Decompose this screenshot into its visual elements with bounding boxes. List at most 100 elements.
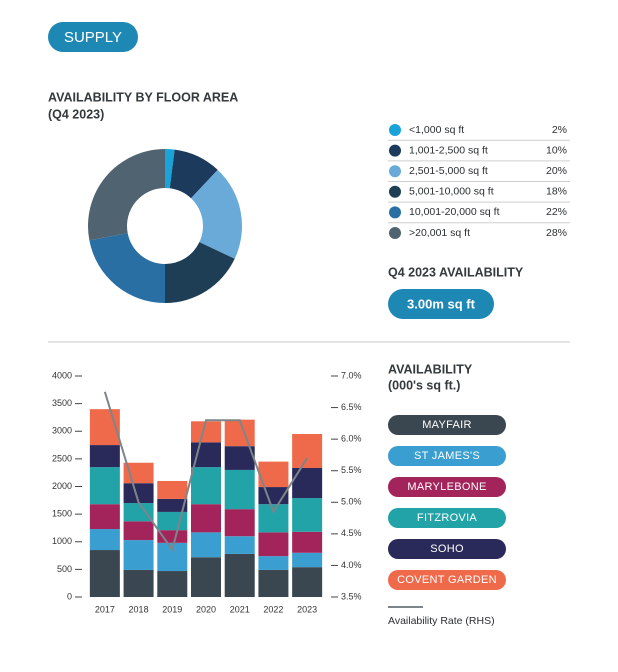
bar-segment: [89, 529, 120, 551]
legend-value: 18%: [546, 186, 567, 198]
legend-swatch: [389, 206, 401, 219]
y-tick-label: 2000: [52, 481, 72, 491]
chart-title: AVAILABILITY BY FLOOR AREA: [48, 90, 238, 104]
x-tick-label: 2023: [297, 604, 317, 614]
donut-slice: [89, 233, 165, 303]
y-tick-label: 0: [67, 591, 72, 601]
bar-segment: [191, 557, 221, 597]
bar-segment: [292, 531, 323, 553]
summary-value: 3.00m sq ft: [407, 296, 476, 311]
bar-segment: [89, 504, 120, 530]
y-tick-label: 3500: [52, 398, 72, 408]
bar-segment: [89, 467, 120, 505]
bar-segment: [191, 421, 221, 443]
legend-value: 2%: [552, 124, 567, 136]
legend-pill: [388, 508, 506, 528]
legend-label: >20,001 sq ft: [409, 227, 470, 239]
chart-subtitle: (000's sq ft.): [388, 378, 460, 392]
x-tick-label: 2017: [95, 604, 115, 614]
badge: [48, 22, 138, 52]
bar-segment: [89, 550, 120, 597]
y-tick-label: 1000: [52, 536, 72, 546]
donut-slice: [191, 169, 242, 259]
donut-slice: [165, 149, 175, 189]
donut-slice: [88, 149, 165, 241]
bar-segment: [292, 498, 323, 532]
y2-tick-label: 5.5%: [341, 465, 362, 475]
bar-segment: [191, 467, 221, 505]
y2-tick-label: 6.5%: [341, 402, 362, 412]
y2-tick-label: 6.0%: [341, 434, 362, 444]
y-tick-label: 500: [57, 564, 72, 574]
legend-value: 22%: [546, 206, 567, 218]
legend-value: 20%: [546, 165, 567, 177]
legend-label: <1,000 sq ft: [409, 124, 464, 136]
bar-segment: [258, 569, 289, 597]
bar-segment: [123, 521, 154, 541]
bar-segment: [258, 556, 289, 570]
legend-label: 10,001-20,000 sq ft: [409, 206, 500, 218]
bar-segment: [224, 446, 255, 470]
chart-title: AVAILABILITY: [388, 362, 473, 376]
legend-label: 5,001-10,000 sq ft: [409, 186, 494, 198]
legend-label: SOHO: [430, 543, 464, 555]
legend-pill: [388, 539, 506, 559]
bar-segment: [224, 419, 255, 447]
y2-tick-label: 4.0%: [341, 560, 362, 570]
y-tick-label: 3000: [52, 426, 72, 436]
y-tick-label: 4000: [52, 370, 72, 380]
legend-label: MARYLEBONE: [407, 481, 486, 493]
legend-label: COVENT GARDEN: [397, 574, 497, 586]
legend-label: 1,001-2,500 sq ft: [409, 144, 488, 156]
legend-swatch: [389, 144, 401, 157]
rate-line: [103, 391, 308, 552]
bar-segment: [224, 536, 255, 554]
badge-text: SUPPLY: [64, 29, 122, 46]
bar-segment: [157, 571, 188, 597]
x-tick-label: 2018: [129, 604, 149, 614]
bar-segment: [258, 504, 289, 533]
legend-pill: [388, 446, 506, 466]
x-tick-label: 2020: [196, 604, 216, 614]
bar-segment: [258, 532, 289, 557]
bar-segment: [123, 503, 154, 522]
legend-label: MAYFAIR: [422, 419, 472, 431]
legend-label: 2,501-5,000 sq ft: [409, 165, 488, 177]
bar-segment: [292, 567, 323, 597]
legend-swatch: [389, 165, 401, 178]
legend-label: Availability Rate (RHS): [388, 615, 495, 627]
legend-label: FITZROVIA: [417, 512, 478, 524]
legend-pill: [388, 570, 506, 590]
bar-segment: [224, 553, 255, 597]
bar-segment: [224, 509, 255, 537]
y2-tick-label: 7.0%: [341, 370, 362, 380]
bar-segment: [191, 504, 221, 533]
y2-tick-label: 4.5%: [341, 528, 362, 538]
bar-segment: [123, 483, 154, 504]
summary-title: Q4 2023 AVAILABILITY: [388, 265, 524, 279]
bar-segment: [224, 469, 255, 510]
summary-pill: [388, 289, 494, 319]
bar-segment: [157, 480, 188, 499]
y-tick-label: 1500: [52, 509, 72, 519]
legend-pill: [388, 415, 506, 435]
chart-subtitle: (Q4 2023): [48, 107, 104, 121]
bar-segment: [123, 540, 154, 570]
bar-segment: [292, 434, 323, 468]
bar-segment: [191, 532, 221, 558]
legend-value: 28%: [546, 227, 567, 239]
y-tick-label: 2500: [52, 453, 72, 463]
legend-swatch: [389, 124, 401, 136]
y2-tick-label: 3.5%: [341, 591, 362, 601]
x-tick-label: 2021: [230, 604, 250, 614]
x-tick-label: 2019: [162, 604, 182, 614]
legend-value: 10%: [546, 144, 567, 156]
donut-slice: [165, 242, 235, 303]
donut-slice: [169, 149, 218, 199]
bar-segment: [89, 445, 120, 468]
y2-tick-label: 5.0%: [341, 497, 362, 507]
bar-segment: [123, 569, 154, 597]
legend-pill: [388, 477, 506, 497]
legend-swatch: [389, 227, 401, 239]
